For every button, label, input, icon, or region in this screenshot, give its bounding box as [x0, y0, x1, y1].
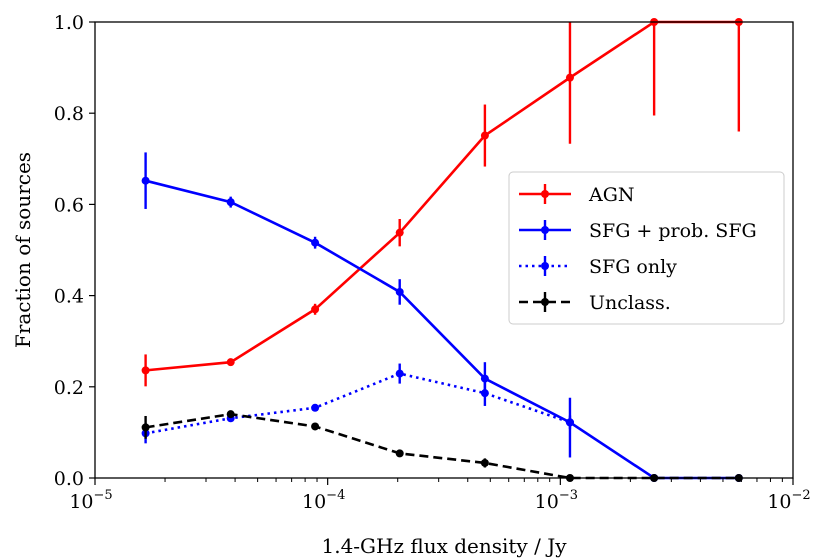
data-point: [395, 449, 404, 458]
legend-item: Unclass.: [519, 292, 671, 314]
legend-item: SFG + prob. SFG: [519, 220, 757, 242]
data-point: [480, 389, 489, 398]
data-point: [311, 238, 320, 247]
series-line: [145, 20, 739, 372]
y-tick-label: 0.8: [54, 103, 84, 125]
legend-swatch-marker: [541, 226, 549, 234]
data-point: [395, 228, 404, 237]
data-point: [395, 369, 404, 378]
legend-box: [508, 171, 785, 325]
data-point: [311, 422, 320, 431]
series-2: [141, 363, 574, 444]
data-point: [141, 366, 150, 375]
data-point: [226, 198, 235, 207]
legend-label: SFG only: [589, 256, 677, 278]
series-line: [145, 179, 739, 480]
legend: AGN SFG + prob. SFG SFG only Unclass.: [508, 171, 785, 325]
y-tick-label: 0.6: [54, 194, 84, 216]
legend-item: AGN: [519, 184, 635, 206]
series-0: [141, 18, 743, 387]
data-point: [395, 287, 404, 296]
y-tick-label: 0.4: [54, 286, 84, 308]
x-tick-label: 10−4: [302, 488, 345, 513]
y-tick-label: 1.0: [54, 12, 84, 34]
legend-swatch-marker: [541, 262, 549, 270]
series-layer: [141, 18, 743, 482]
data-point: [480, 458, 489, 467]
legend-label: AGN: [588, 184, 635, 206]
axes-layer: 0.0 0.2 0.4 0.6 0.8 1.0 10−5 10−4 10−3 10−2: [54, 12, 811, 513]
x-axis-label: 1.4-GHz flux density / Jy: [321, 534, 567, 558]
legend-label: Unclass.: [589, 292, 671, 314]
data-point: [141, 176, 150, 185]
plot-frame: [94, 21, 794, 479]
legend-item: SFG only: [519, 256, 677, 278]
y-tick-label: 0.2: [54, 377, 84, 399]
legend-swatch-marker: [541, 298, 549, 306]
series-3: [141, 410, 743, 482]
data-point: [565, 73, 574, 82]
series-line: [145, 412, 739, 480]
series-line: [145, 372, 571, 435]
legend-label: SFG + prob. SFG: [589, 220, 757, 242]
data-point: [141, 423, 150, 432]
data-point: [565, 418, 574, 427]
data-point: [311, 403, 320, 412]
data-point: [480, 374, 489, 383]
data-point: [311, 305, 320, 314]
x-tick-label: 10−2: [767, 488, 810, 513]
y-tick-label: 0.0: [54, 468, 84, 490]
data-point: [226, 358, 235, 367]
y-axis-label: Fraction of sources: [11, 152, 35, 348]
data-point: [480, 131, 489, 140]
x-tick-label: 10−5: [69, 488, 112, 513]
legend-swatch-marker: [541, 190, 549, 198]
data-point: [226, 410, 235, 419]
x-tick-label: 10−3: [535, 488, 578, 513]
